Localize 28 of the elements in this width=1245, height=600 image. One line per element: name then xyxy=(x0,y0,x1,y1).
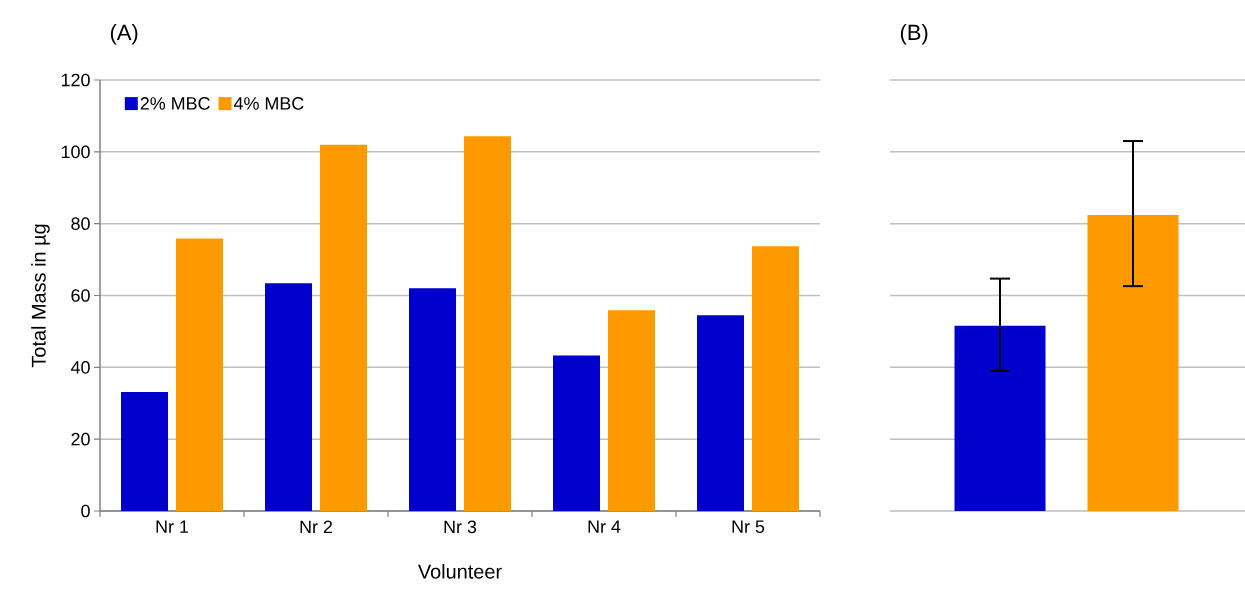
bar xyxy=(553,355,601,511)
bar xyxy=(320,144,368,511)
y-tick-label: 80 xyxy=(71,217,90,230)
x-axis-title: Volunteer xyxy=(418,564,502,579)
x-tick-label: Nr 1 xyxy=(156,520,189,533)
legend-label: 2% MBC xyxy=(140,97,210,110)
bar xyxy=(697,315,745,511)
bar xyxy=(608,310,656,511)
bar xyxy=(752,246,800,511)
bar xyxy=(265,283,313,511)
y-tick-label: 20 xyxy=(71,432,90,446)
x-tick-label: Nr 3 xyxy=(444,520,477,534)
y-tick-label: 120 xyxy=(61,73,90,87)
bar xyxy=(121,392,169,511)
y-tick-label: 60 xyxy=(71,289,90,302)
y-tick-label: 100 xyxy=(61,145,90,159)
chart-title: (A) xyxy=(110,24,138,45)
y-tick-label: 40 xyxy=(70,360,90,374)
x-tick-label: Nr 2 xyxy=(300,520,333,534)
x-tick-label: Nr 5 xyxy=(732,520,765,534)
legend-label: 4% MBC xyxy=(233,97,304,110)
y-tick-label: 0 xyxy=(81,504,90,518)
x-tick-label: Nr 4 xyxy=(588,520,621,533)
bar xyxy=(409,288,457,511)
bar xyxy=(464,136,512,511)
bar xyxy=(176,238,224,511)
y-axis-title: Total Mass in µg xyxy=(31,224,50,368)
chart-title: (B) xyxy=(900,24,928,45)
